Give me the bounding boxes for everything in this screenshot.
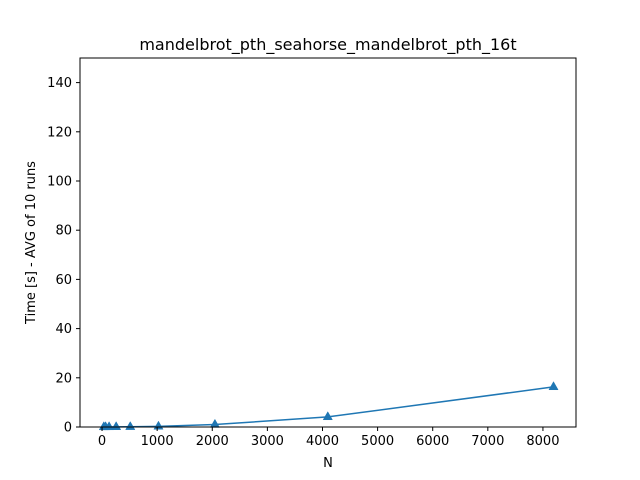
data-point xyxy=(125,421,136,430)
y-tick-label: 60 xyxy=(55,273,72,288)
y-tick-label: 80 xyxy=(55,224,72,239)
x-tick-label: 1000 xyxy=(141,434,174,449)
data-point xyxy=(548,381,559,391)
x-tick-label: 0 xyxy=(98,434,106,449)
x-axis-label: N xyxy=(323,456,333,471)
x-tick-label: 3000 xyxy=(251,434,284,449)
y-tick-label: 120 xyxy=(47,125,72,140)
y-tick-label: 20 xyxy=(55,371,72,386)
x-tick-label: 2000 xyxy=(196,434,229,449)
x-tick-label: 8000 xyxy=(526,434,559,449)
y-tick-label: 0 xyxy=(64,421,72,436)
data-point xyxy=(111,421,122,430)
x-tick-label: 7000 xyxy=(471,434,504,449)
data-point xyxy=(322,411,333,421)
y-tick-label: 100 xyxy=(47,175,72,190)
axes-frame xyxy=(79,57,577,428)
x-tick-label: 4000 xyxy=(306,434,339,449)
y-tick-label: 140 xyxy=(47,76,72,91)
y-axis-label: Time [s] - AVG of 10 runs xyxy=(24,161,39,325)
y-tick-label: 40 xyxy=(55,322,72,337)
x-tick-label: 6000 xyxy=(416,434,449,449)
x-tick-label: 5000 xyxy=(361,434,394,449)
chart-title: mandelbrot_pth_seahorse_mandelbrot_pth_1… xyxy=(139,35,516,55)
data-point xyxy=(104,421,115,431)
plot-area: 0 1000 2000 3000 4000 5000 6000 7000 8000 0 20 40 60… xyxy=(47,57,577,449)
